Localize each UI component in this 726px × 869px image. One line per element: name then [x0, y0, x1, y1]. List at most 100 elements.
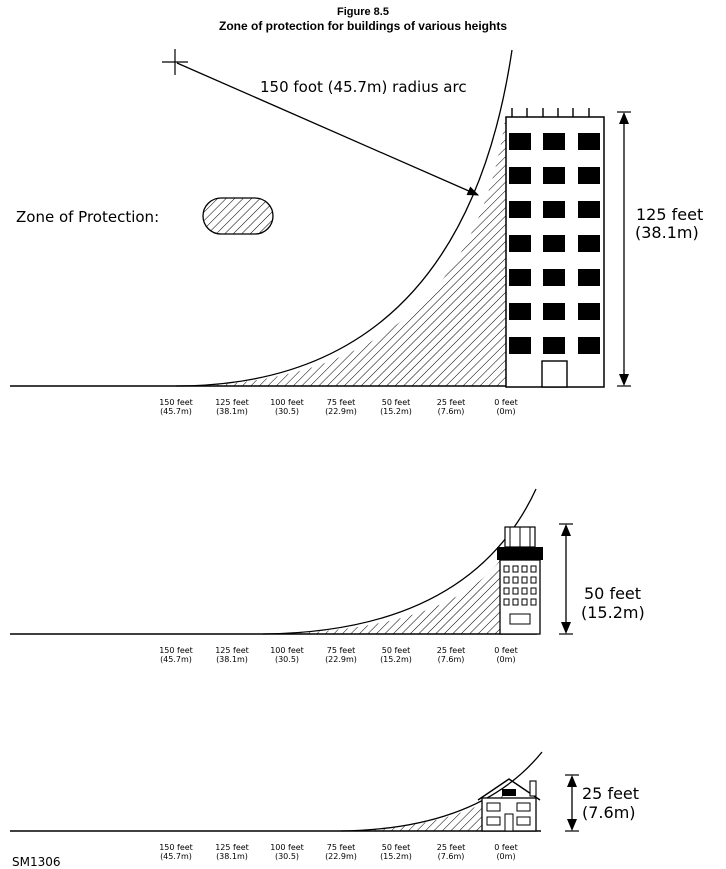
radius-arc: [175, 49, 513, 387]
building-window: [512, 576, 519, 584]
arc-center-crosshair: [162, 49, 188, 75]
tall-building: [505, 108, 605, 388]
building-window: [578, 167, 600, 184]
building-window: [509, 133, 531, 150]
figure-title: Zone of protection for buildings of vari…: [219, 19, 507, 33]
height-label-feet: 50 feet: [584, 584, 641, 603]
distance-label-feet: 75 feet: [327, 843, 356, 852]
distance-label-feet: 0 feet: [494, 646, 517, 655]
distance-label-metric: (45.7m): [160, 852, 192, 861]
radius-label: 150 foot (45.7m) radius arc: [260, 78, 467, 96]
distance-label-metric: (38.1m): [216, 852, 248, 861]
building-window: [512, 598, 519, 606]
height-label-metric: (7.6m): [582, 803, 636, 822]
distance-label-metric: (22.9m): [325, 852, 357, 861]
building-window: [509, 303, 531, 320]
distance-label-metric: (15.2m): [380, 407, 412, 416]
building-window: [509, 201, 531, 218]
protection-zone: [263, 552, 506, 634]
building-window: [578, 269, 600, 286]
distance-label-feet: 100 feet: [270, 398, 304, 407]
distance-label-feet: 125 feet: [215, 646, 249, 655]
building-window: [530, 587, 537, 595]
distance-label-feet: 0 feet: [494, 843, 517, 852]
building-window: [530, 598, 537, 606]
building-window: [543, 167, 565, 184]
building-window: [503, 587, 510, 595]
legend-swatch: [202, 197, 274, 235]
height-label-metric: (38.1m): [635, 223, 699, 242]
panel-25-feet: 25 feet (7.6m) 150 feet(45.7m)125 feet(3…: [10, 751, 639, 861]
building-window: [543, 201, 565, 218]
distance-axis-labels: 150 feet(45.7m) 125 feet(38.1m) 100 feet(3…: [159, 843, 518, 861]
distance-label-feet: 25 feet: [437, 646, 466, 655]
distance-label-metric: (7.6m): [438, 655, 465, 664]
figure-number: Figure 8.5: [337, 6, 389, 18]
distance-label-metric: (22.9m): [325, 407, 357, 416]
distance-axis-labels: 150 feet(45.7m) 125 feet(38.1m) 100 feet(3…: [159, 398, 518, 416]
building-window: [543, 337, 565, 354]
building-window: [578, 133, 600, 150]
panel-50-feet: 50 feet (15.2m) 150 feet(45.7m)125 feet(…: [10, 488, 645, 664]
distance-label-feet: 150 feet: [159, 398, 193, 407]
building-window: [543, 133, 565, 150]
distance-label-metric: (38.1m): [216, 655, 248, 664]
building-window: [543, 303, 565, 320]
building-window: [521, 587, 528, 595]
distance-label-feet: 125 feet: [215, 843, 249, 852]
radius-arc: [262, 488, 537, 635]
distance-label-metric: (0m): [496, 655, 515, 664]
building-window: [578, 201, 600, 218]
distance-label-feet: 75 feet: [327, 646, 356, 655]
building-window: [543, 235, 565, 252]
distance-label-metric: (22.9m): [325, 655, 357, 664]
distance-label-metric: (7.6m): [438, 407, 465, 416]
distance-label-feet: 100 feet: [270, 646, 304, 655]
distance-label-feet: 0 feet: [494, 398, 517, 407]
figure-source-code: SM1306: [12, 855, 61, 869]
building-window: [521, 565, 528, 573]
house: [477, 778, 541, 832]
distance-label-feet: 75 feet: [327, 398, 356, 407]
building-window: [578, 337, 600, 354]
building-window: [578, 303, 600, 320]
distance-label-feet: 50 feet: [382, 646, 411, 655]
building-window: [530, 576, 537, 584]
building-window: [512, 587, 519, 595]
distance-label-metric: (30.5): [275, 655, 299, 664]
distance-label-feet: 25 feet: [437, 843, 466, 852]
distance-label-metric: (15.2m): [380, 852, 412, 861]
distance-label-feet: 100 feet: [270, 843, 304, 852]
protection-zone: [341, 790, 506, 831]
distance-label-feet: 50 feet: [382, 843, 411, 852]
distance-label-metric: (7.6m): [438, 852, 465, 861]
height-dimension: [565, 774, 579, 832]
height-dimension: [617, 111, 631, 387]
height-label-feet: 25 feet: [582, 784, 639, 803]
building-window: [543, 269, 565, 286]
protection-zone: [176, 113, 506, 386]
radius-arc: [340, 751, 543, 832]
building-window: [503, 598, 510, 606]
height-label-metric: (15.2m): [581, 603, 645, 622]
building-door: [541, 360, 568, 388]
building-window: [509, 167, 531, 184]
distance-label-metric: (38.1m): [216, 407, 248, 416]
distance-label-feet: 150 feet: [159, 646, 193, 655]
height-dimension: [559, 523, 573, 635]
building-window: [530, 565, 537, 573]
distance-label-metric: (45.7m): [160, 407, 192, 416]
height-label-feet: 125 feet: [636, 205, 703, 224]
panel-125-feet: 150 foot (45.7m) radius arc Zone of Prot…: [10, 49, 703, 416]
building-window: [521, 598, 528, 606]
radius-arrow: [176, 62, 480, 196]
distance-label-feet: 25 feet: [437, 398, 466, 407]
distance-label-metric: (45.7m): [160, 655, 192, 664]
legend-label: Zone of Protection:: [16, 208, 159, 226]
distance-label-metric: (30.5): [275, 852, 299, 861]
mid-rise-building: [497, 526, 543, 635]
building-window: [521, 576, 528, 584]
building-window: [509, 337, 531, 354]
building-window: [512, 565, 519, 573]
